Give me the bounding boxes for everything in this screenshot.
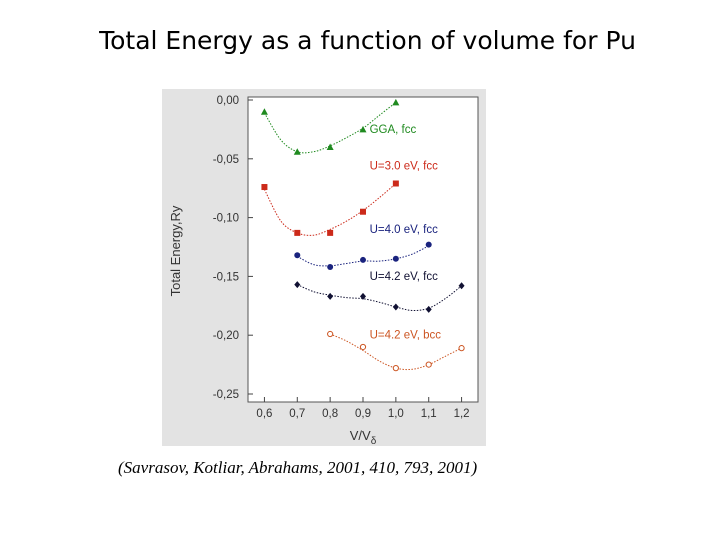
series-label: GGA, fcc xyxy=(370,124,417,136)
data-point-gga-fcc xyxy=(293,148,301,155)
y-tick-label: -0,10 xyxy=(213,213,239,225)
fit-curve-gga-fcc xyxy=(263,102,397,154)
data-point-u-4-2-ev-bcc xyxy=(458,345,465,352)
x-axis-label-main: V/V xyxy=(350,428,371,443)
fit-curve-u-4-2-ev-bcc xyxy=(329,333,462,371)
y-tick-label: -0,25 xyxy=(213,389,239,401)
citation: (Savrasov, Kotliar, Abrahams, 2001, 410,… xyxy=(118,458,478,477)
data-point-u-3-0-ev-fcc xyxy=(392,180,399,187)
data-point-u-3-0-ev-fcc xyxy=(327,229,334,236)
data-point-u-4-2-ev-fcc xyxy=(360,292,366,300)
x-tick-label: 1,1 xyxy=(421,408,437,420)
data-point-u-4-0-ev-fcc xyxy=(392,255,399,262)
data-point-u-4-2-ev-bcc xyxy=(392,365,399,372)
series-label: U=4.2 eV, fcc xyxy=(370,271,439,283)
y-tick-label: 0,00 xyxy=(217,95,239,107)
y-tick-label: -0,05 xyxy=(213,154,239,166)
fit-curve-u-4-2-ev-fcc xyxy=(297,284,462,312)
series-label: U=3.0 eV, fcc xyxy=(370,160,439,172)
x-tick-label: 0,7 xyxy=(289,408,305,420)
x-tick-label: 0,8 xyxy=(322,408,338,420)
data-point-gga-fcc xyxy=(392,98,400,106)
energy-volume-chart: 0,00 -0,05 -0,10 -0,15 -0,20 -0,25 0,6 0,7 0,8 0,… xyxy=(162,89,486,447)
y-tick-label: -0,15 xyxy=(213,271,239,283)
series-labels: GGA, fcc U=3.0 eV, fcc U=4.0 eV, fcc U=4.2 … xyxy=(370,124,442,342)
data-point-u-4-2-ev-fcc xyxy=(294,281,301,289)
slide-title: Total Energy as a function of volume for… xyxy=(99,26,636,55)
data-point-gga-fcc xyxy=(260,108,268,115)
data-point-u-4-2-ev-fcc xyxy=(458,282,465,290)
data-point-u-4-0-ev-fcc xyxy=(294,252,301,259)
y-axis-label: Total Energy,Ry xyxy=(168,205,183,296)
data-point-u-3-0-ev-fcc xyxy=(261,184,268,191)
data-point-u-4-2-ev-bcc xyxy=(425,361,432,368)
data-point-u-4-2-ev-bcc xyxy=(359,343,367,351)
data-point-u-4-0-ev-fcc xyxy=(327,263,334,270)
data-point-gga-fcc xyxy=(326,143,334,151)
data-point-u-4-0-ev-fcc xyxy=(425,241,432,248)
x-tick-label: 0,9 xyxy=(355,408,371,420)
x-tick-label: 1,2 xyxy=(454,408,470,420)
y-tick-label: -0,20 xyxy=(213,330,239,342)
fit-curve-u-3-0-ev-fcc xyxy=(263,183,397,236)
x-tick-label: 0,6 xyxy=(256,408,272,420)
data-point-gga-fcc xyxy=(359,125,367,133)
energy-volume-figure: 0,00 -0,05 -0,10 -0,15 -0,20 -0,25 0,6 0,7 0,8 0,… xyxy=(162,89,486,447)
data-point-u-4-2-ev-fcc xyxy=(327,292,334,300)
x-axis-label-subscript: δ xyxy=(371,436,377,446)
data-point-u-4-2-ev-bcc xyxy=(327,330,334,338)
series-label: U=4.0 eV, fcc xyxy=(370,224,439,236)
data-point-u-4-2-ev-fcc xyxy=(425,305,432,313)
x-axis-label: V/Vδ xyxy=(350,428,377,446)
data-markers xyxy=(260,98,465,372)
series-label: U=4.2 eV, bcc xyxy=(370,330,442,342)
data-point-u-3-0-ev-fcc xyxy=(360,208,366,215)
axes-layer: 0,00 -0,05 -0,10 -0,15 -0,20 -0,25 0,6 0,7 0,8 0,… xyxy=(213,95,470,420)
data-point-u-4-2-ev-fcc xyxy=(392,303,399,311)
plot-area xyxy=(247,96,479,403)
fit-curves xyxy=(263,102,462,371)
data-point-u-3-0-ev-fcc xyxy=(294,229,301,236)
data-point-u-4-0-ev-fcc xyxy=(360,256,366,263)
x-tick-label: 1,0 xyxy=(388,408,404,420)
